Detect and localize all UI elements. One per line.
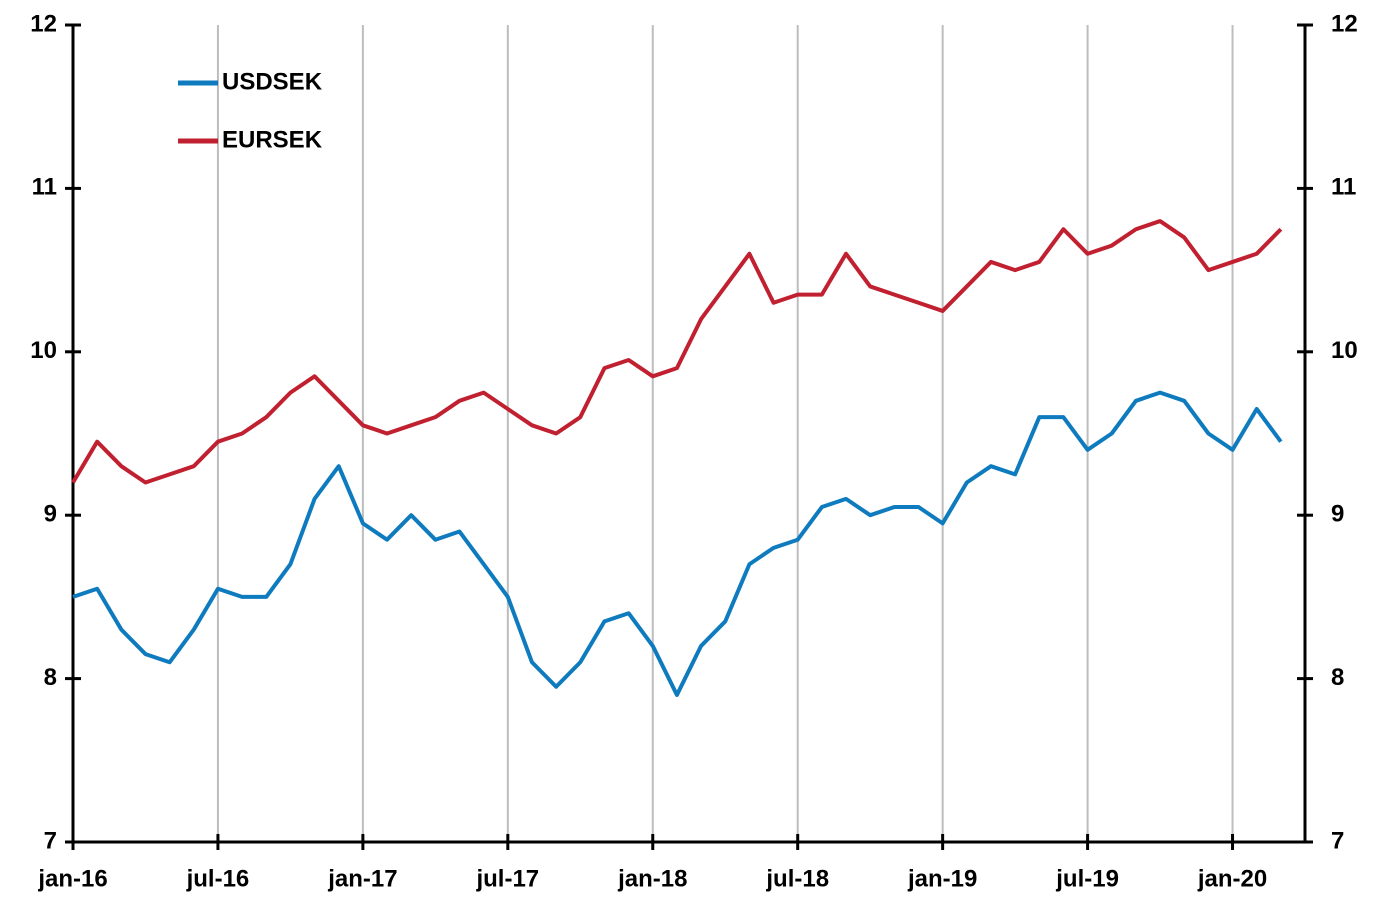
x-tick-label: jul-19 — [1055, 865, 1119, 892]
y2-tick-label: 7 — [1331, 827, 1344, 854]
y-tick-label: 12 — [30, 10, 57, 37]
x-tick-label: jan-19 — [907, 865, 977, 892]
legend-label: USDSEK — [222, 68, 323, 95]
x-tick-label: jul-18 — [765, 865, 829, 892]
y2-tick-label: 12 — [1331, 10, 1358, 37]
x-tick-label: jan-20 — [1197, 865, 1267, 892]
x-tick-label: jan-16 — [37, 865, 107, 892]
legend-label: EURSEK — [222, 126, 323, 153]
x-tick-label: jan-17 — [327, 865, 397, 892]
y-tick-label: 10 — [30, 337, 57, 364]
y-tick-label: 11 — [32, 174, 57, 201]
y-tick-label: 7 — [44, 827, 57, 854]
y2-tick-label: 9 — [1331, 501, 1344, 528]
x-tick-label: jul-17 — [475, 865, 539, 892]
y2-tick-label: 8 — [1331, 664, 1344, 691]
x-tick-label: jul-16 — [186, 865, 250, 892]
y2-tick-label: 10 — [1331, 337, 1358, 364]
y-tick-label: 8 — [44, 664, 57, 691]
x-tick-label: jan-18 — [617, 865, 687, 892]
y2-tick-label: 11 — [1331, 174, 1356, 201]
y-tick-label: 9 — [44, 501, 57, 528]
data-line — [71, 219, 1283, 485]
data-line — [72, 390, 1283, 697]
